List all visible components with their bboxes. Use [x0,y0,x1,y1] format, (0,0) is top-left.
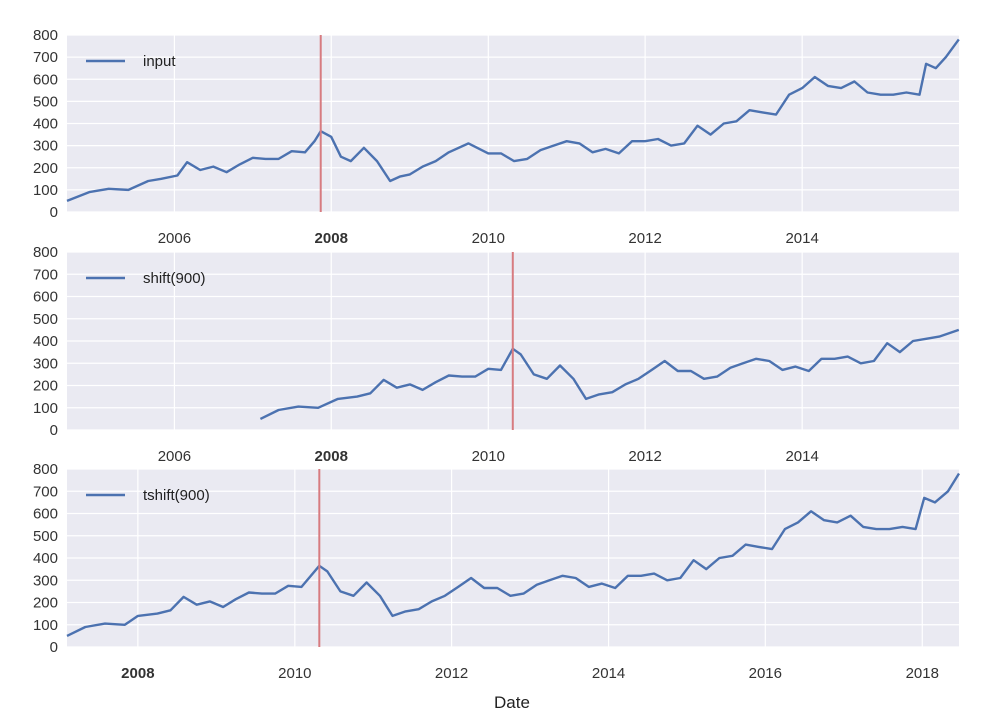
x-tick-label: 2014 [592,665,625,682]
y-tick-label: 600 [33,506,58,523]
y-tick-label: 0 [50,639,58,656]
x-tick-label: 2006 [158,448,191,465]
y-tick-label: 500 [33,528,58,545]
legend: shift(900) [86,270,206,287]
y-tick-label: 600 [33,289,58,306]
x-tick-label-highlighted: 2008 [315,230,348,247]
subplot-shift: 0 100 200 300 400 500 600 700 800 2006 2008 2010 201… [33,244,960,465]
y-tick-label: 700 [33,483,58,500]
y-tick-label: 700 [33,49,58,66]
subplot-tshift: 0 100 200 300 400 500 600 700 800 2008 2010 2012 201… [33,461,961,682]
x-tick-label: 2012 [628,448,661,465]
y-tick-label: 0 [50,422,58,439]
x-axis-label: Date [494,693,530,712]
y-tick-label: 300 [33,572,58,589]
legend-label: tshift(900) [143,487,210,504]
legend: tshift(900) [86,487,210,504]
y-tick-label: 800 [33,461,58,478]
x-tick-label: 2012 [628,230,661,247]
y-tick-label: 400 [33,333,58,350]
x-tick-label: 2006 [158,230,191,247]
legend-label: input [143,53,176,70]
y-tick-label: 800 [33,244,58,261]
series-line [66,38,960,203]
legend-label: shift(900) [143,270,206,287]
y-tick-label: 700 [33,266,58,283]
y-tick-label: 500 [33,311,58,328]
y-tick-label: 100 [33,182,58,199]
y-tick-label: 100 [33,617,58,634]
x-tick-label-highlighted: 2008 [315,448,348,465]
y-tick-label: 300 [33,138,58,155]
y-tick-label: 200 [33,595,58,612]
x-tick-label: 2010 [472,448,505,465]
y-tick-label: 100 [33,400,58,417]
y-tick-label: 500 [33,93,58,110]
y-tick-label: 400 [33,116,58,133]
y-tick-label: 800 [33,27,58,44]
x-tick-label: 2018 [906,665,939,682]
y-tick-label: 0 [50,204,58,221]
x-tick-label: 2016 [749,665,782,682]
x-tick-label-highlighted: 2008 [121,665,154,682]
y-tick-label: 300 [33,355,58,372]
x-tick-label: 2010 [278,665,311,682]
series-line [259,328,960,420]
x-tick-label: 2010 [472,230,505,247]
subplot-input: 0 100 200 300 400 500 600 700 800 2006 2008 2010 201… [33,27,960,247]
x-tick-label: 2012 [435,665,468,682]
x-tick-label: 2014 [785,230,818,247]
y-tick-label: 400 [33,550,58,567]
x-tick-label: 2014 [785,448,818,465]
legend: input [86,53,176,70]
y-tick-label: 600 [33,71,58,88]
y-tick-label: 200 [33,378,58,395]
series-line [66,472,961,637]
y-tick-label: 200 [33,160,58,177]
